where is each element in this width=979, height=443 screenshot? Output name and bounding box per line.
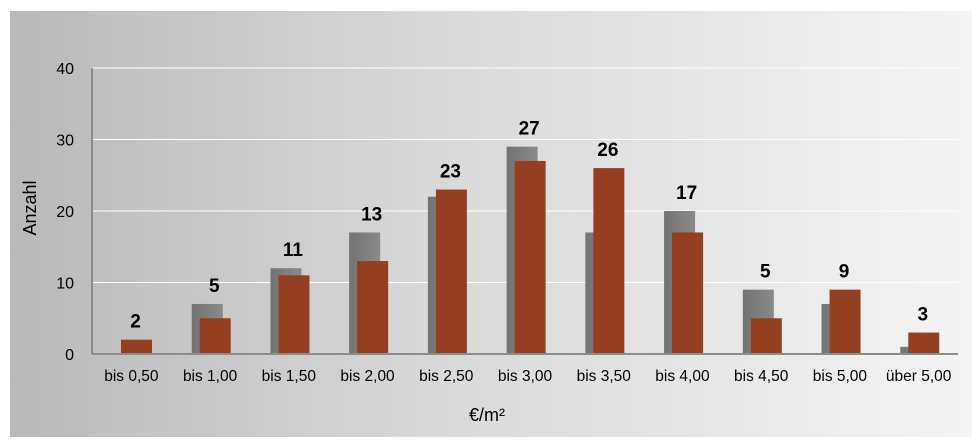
y-tick-label: 0 bbox=[65, 347, 74, 364]
data-label: 3 bbox=[917, 305, 928, 326]
axes bbox=[91, 68, 958, 355]
data-label: 13 bbox=[361, 204, 382, 225]
data-label: 9 bbox=[839, 262, 850, 283]
data-label: 2 bbox=[130, 312, 141, 333]
x-category-label: über 5,00 bbox=[886, 368, 952, 385]
x-category-label: bis 2,00 bbox=[340, 368, 395, 385]
data-labels: 2 5 11 13 23 27 26 17 5 9 3 bbox=[130, 119, 928, 333]
bars bbox=[121, 146, 940, 354]
bar-series-2 bbox=[357, 261, 389, 354]
data-label: 11 bbox=[283, 240, 304, 261]
x-category-labels: bis 0,50 bis 1,00 bis 1,50 bis 2,00 bis 2,50… bbox=[104, 368, 952, 385]
x-category-label: bis 4,50 bbox=[734, 368, 789, 385]
y-axis-title: Anzahl bbox=[20, 180, 40, 235]
data-label: 26 bbox=[597, 140, 618, 161]
data-label: 5 bbox=[760, 262, 771, 283]
y-tick-label: 10 bbox=[56, 276, 74, 293]
bar-series-2 bbox=[750, 318, 782, 354]
chart-background bbox=[10, 11, 972, 437]
x-category-label: bis 5,00 bbox=[813, 368, 868, 385]
x-category-label: bis 3,00 bbox=[498, 368, 553, 385]
bar-series-2 bbox=[593, 168, 625, 354]
x-category-label: bis 0,50 bbox=[104, 368, 159, 385]
bar-series-2 bbox=[829, 289, 861, 354]
x-axis-title: €/m² bbox=[469, 405, 505, 425]
x-category-label: bis 1,50 bbox=[262, 368, 317, 385]
x-category-label: bis 4,00 bbox=[655, 368, 710, 385]
bar-chart: 0 10 20 30 40 bis 0,50 bis 1,00 bis 1,50 bis 2,… bbox=[10, 11, 972, 437]
data-label: 5 bbox=[209, 276, 220, 297]
data-label: 23 bbox=[440, 162, 461, 183]
bar-series-2 bbox=[908, 332, 940, 354]
chart-container: 0 10 20 30 40 bis 0,50 bis 1,00 bis 1,50 bis 2,… bbox=[10, 11, 972, 437]
bar-series-2 bbox=[278, 275, 310, 354]
bar-series-2 bbox=[121, 339, 152, 354]
y-tick-labels: 0 10 20 30 40 bbox=[56, 61, 74, 364]
y-tick-label: 30 bbox=[56, 133, 74, 150]
x-category-label: bis 3,50 bbox=[577, 368, 632, 385]
x-category-label: bis 2,50 bbox=[419, 368, 474, 385]
bar-series-2 bbox=[435, 189, 467, 354]
data-label: 27 bbox=[519, 119, 540, 140]
bar-series-2 bbox=[672, 232, 704, 354]
x-category-label: bis 1,00 bbox=[183, 368, 238, 385]
y-tick-label: 20 bbox=[56, 204, 74, 221]
y-tick-label: 40 bbox=[56, 61, 74, 78]
bar-series-2 bbox=[514, 160, 546, 354]
bar-series-2 bbox=[199, 318, 231, 354]
data-label: 17 bbox=[676, 183, 697, 204]
